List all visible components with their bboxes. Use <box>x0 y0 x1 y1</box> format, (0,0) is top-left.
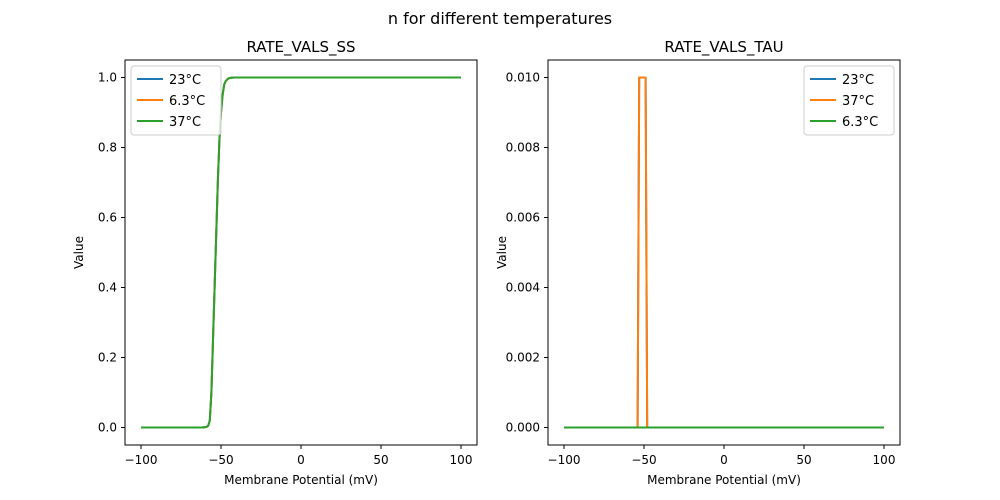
y-axis-label: Value <box>495 236 509 269</box>
x-axis-label: Membrane Potential (mV) <box>647 473 801 487</box>
legend-frame <box>130 65 222 136</box>
y-tick-label: 0.008 <box>506 141 540 155</box>
subplot-title: RATE_VALS_SS <box>246 38 355 57</box>
legend-frame <box>803 65 895 136</box>
subplot-rate-vals-tau: RATE_VALS_TAU −100 −50 0 50 100 0.000 0.002 0.00… <box>495 38 901 487</box>
series-line-1 <box>564 76 884 429</box>
y-tick-label: 0.0 <box>98 421 117 435</box>
legend-label: 23°C <box>169 73 201 88</box>
x-tick-label: 0 <box>297 453 305 467</box>
x-tick-label: 50 <box>373 453 388 467</box>
legend-label: 6.3°C <box>842 115 878 130</box>
subplot-rate-vals-ss: RATE_VALS_SS −100 −50 0 50 100 0.0 0.2 0.4 0.6 0.8… <box>72 38 478 487</box>
legend-label: 37°C <box>842 94 874 109</box>
x-tick-label: 100 <box>873 453 896 467</box>
y-tick-label: 0.004 <box>506 281 540 295</box>
x-tick-label: −50 <box>631 453 656 467</box>
legend-label: 23°C <box>842 73 874 88</box>
x-tick-label: −50 <box>208 453 233 467</box>
legend-label: 37°C <box>169 115 201 130</box>
y-axis-label: Value <box>72 236 86 269</box>
x-axis-label: Membrane Potential (mV) <box>224 473 378 487</box>
x-tick-label: 100 <box>450 453 473 467</box>
y-tick-label: 0.2 <box>98 351 117 365</box>
y-tick-label: 0.002 <box>506 351 540 365</box>
y-tick-label: 0.006 <box>506 211 540 225</box>
legend: 23°C 37°C 6.3°C <box>803 65 895 136</box>
y-tick-label: 0.8 <box>98 141 117 155</box>
x-tick-label: 0 <box>720 453 728 467</box>
y-tick-label: 0.010 <box>506 71 540 85</box>
y-tick-label: 0.000 <box>506 421 540 435</box>
legend-label: 6.3°C <box>169 94 205 109</box>
figure-suptitle: n for different temperatures <box>388 9 612 28</box>
legend: 23°C 6.3°C 37°C <box>130 65 222 136</box>
y-tick-label: 0.6 <box>98 211 117 225</box>
y-tick-label: 1.0 <box>98 71 117 85</box>
x-tick-label: −100 <box>125 453 158 467</box>
subplot-title: RATE_VALS_TAU <box>664 38 783 57</box>
y-tick-label: 0.4 <box>98 281 117 295</box>
x-tick-label: 50 <box>796 453 811 467</box>
x-tick-label: −100 <box>548 453 581 467</box>
